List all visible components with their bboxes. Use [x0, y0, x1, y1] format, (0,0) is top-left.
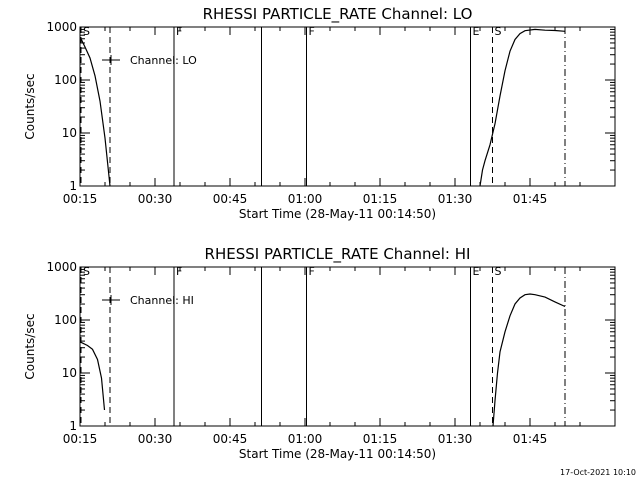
y-tick-label: 100	[54, 73, 77, 87]
plot-frame	[79, 26, 616, 187]
chart-title: RHESSI PARTICLE_RATE Channel: LO	[203, 5, 473, 24]
x-tick-label: 01:00	[288, 432, 323, 446]
x-tick-label: 01:30	[438, 432, 473, 446]
timestamp: 17-Oct-2021 10:10	[560, 468, 636, 477]
event-marker-label: F	[176, 25, 182, 38]
event-marker-label: S	[83, 265, 90, 278]
event-marker-label: E	[473, 265, 480, 278]
series-line	[80, 341, 106, 411]
y-tick-label: 1	[69, 179, 77, 193]
series-line	[80, 38, 111, 187]
x-tick-label: 01:45	[513, 432, 548, 446]
y-axis-label: Counts/sec	[23, 73, 37, 139]
y-axis-label: Counts/sec	[23, 313, 37, 379]
event-marker-label: F	[309, 25, 315, 38]
event-marker-label: F	[176, 265, 182, 278]
plot-frame	[79, 266, 616, 427]
x-tick-label: 00:45	[213, 432, 248, 446]
x-tick-label: 01:15	[363, 432, 398, 446]
chart-panel-lo: RHESSI PARTICLE_RATE Channel: LO Counts/s…	[23, 5, 616, 221]
y-tick-label: 10	[62, 366, 77, 380]
y-tick-label: 1000	[46, 20, 77, 34]
chart-panel-hi: RHESSI PARTICLE_RATE Channel: HI Counts/s…	[23, 245, 616, 461]
x-tick-label: 01:30	[438, 192, 473, 206]
y-tick-label: 10	[62, 126, 77, 140]
y-tick-label: 1000	[46, 260, 77, 274]
x-axis-label: Start Time (28-May-11 00:14:50)	[239, 207, 436, 221]
legend-label: Channel: LO	[130, 54, 197, 67]
legend-label: Channel: HI	[130, 294, 194, 307]
x-tick-label: 00:30	[138, 432, 173, 446]
x-tick-label: 01:15	[363, 192, 398, 206]
event-marker-label: E	[473, 25, 480, 38]
x-axis-label: Start Time (28-May-11 00:14:50)	[239, 447, 436, 461]
x-tick-label: 01:00	[288, 192, 323, 206]
y-tick-label: 1	[69, 419, 77, 433]
chart-title: RHESSI PARTICLE_RATE Channel: HI	[205, 245, 471, 264]
event-marker-label: S	[495, 25, 502, 38]
x-tick-label: 00:30	[138, 192, 173, 206]
series-line	[479, 28, 566, 187]
event-marker-label: S	[83, 25, 90, 38]
x-tick-label: 00:15	[63, 432, 98, 446]
x-tick-label: 00:45	[213, 192, 248, 206]
event-marker-label: S	[495, 265, 502, 278]
series-line	[492, 293, 566, 427]
event-marker-label: F	[309, 265, 315, 278]
x-tick-label: 00:15	[63, 192, 98, 206]
y-tick-label: 100	[54, 313, 77, 327]
x-tick-label: 01:45	[513, 192, 548, 206]
